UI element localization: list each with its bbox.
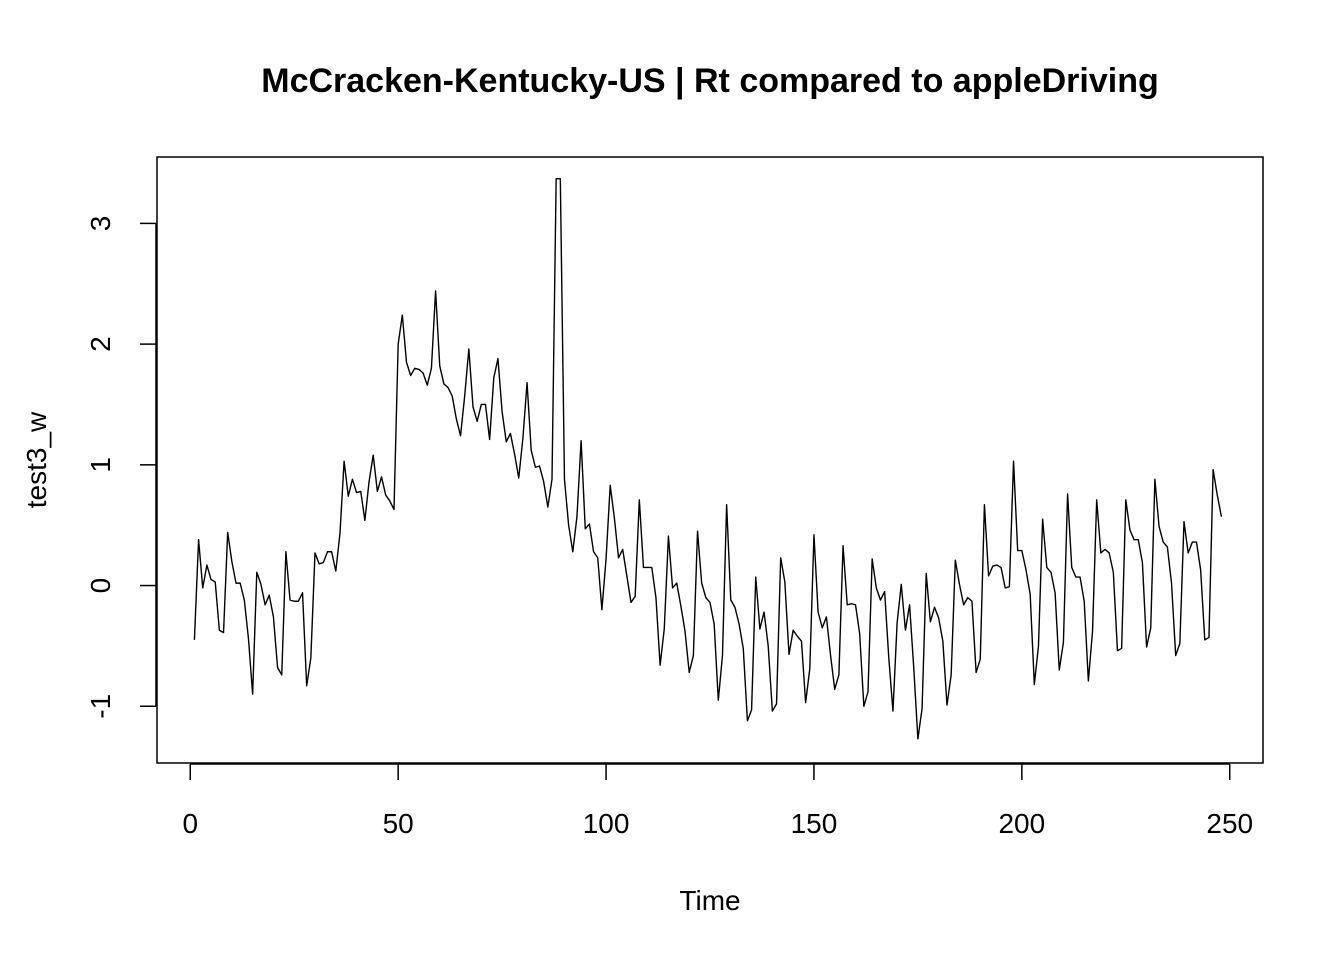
chart-title: McCracken-Kentucky-US | Rt compared to a…: [261, 62, 1158, 100]
x-tick-label: 200: [998, 808, 1045, 839]
y-tick-label: 1: [85, 457, 116, 473]
x-axis-label: Time: [679, 885, 740, 916]
x-axis: 0 50 100 150 200 250: [182, 763, 1253, 839]
y-axis-label: test3_w: [21, 411, 52, 508]
y-tick-label: 0: [85, 578, 116, 594]
y-tick-label: -1: [85, 694, 116, 719]
x-tick-label: 150: [791, 808, 838, 839]
y-tick-label: 3: [85, 216, 116, 232]
x-tick-label: 50: [383, 808, 414, 839]
plot-frame: [156, 156, 1264, 764]
x-tick-label: 250: [1206, 808, 1253, 839]
x-tick-label: 100: [583, 808, 630, 839]
x-tick-label: 0: [182, 808, 198, 839]
series-line: [193, 178, 1223, 740]
y-axis: -1 0 1 2 3: [85, 216, 157, 719]
y-tick-label: 2: [85, 336, 116, 352]
